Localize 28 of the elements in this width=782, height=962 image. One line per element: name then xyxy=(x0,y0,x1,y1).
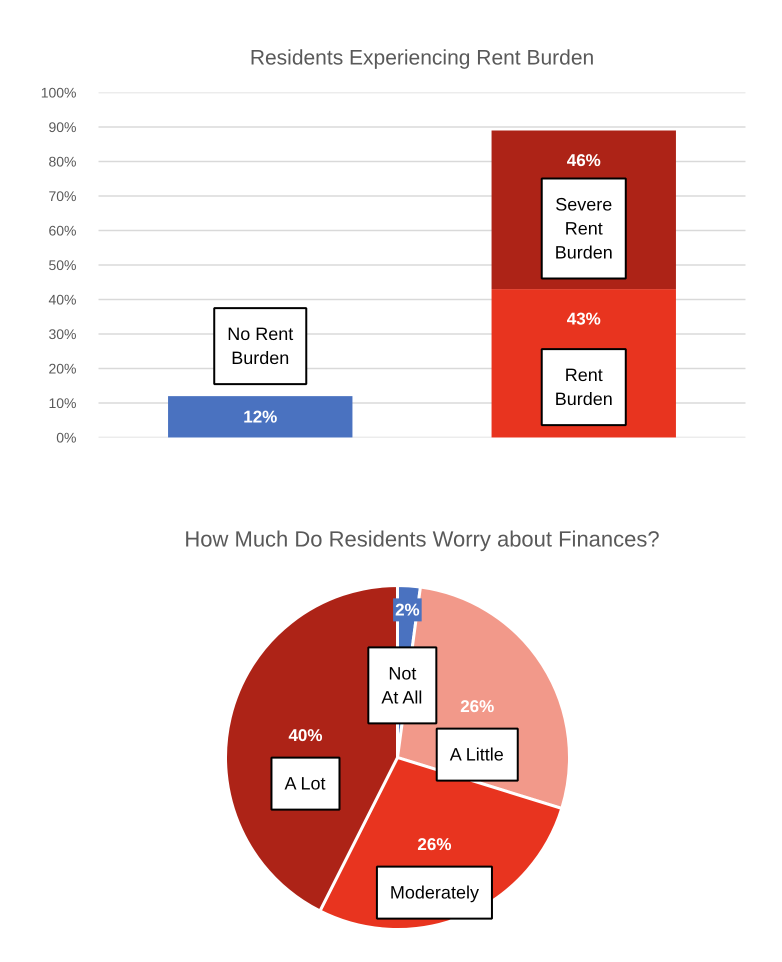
data-label: 2% xyxy=(395,600,420,620)
data-label: 26% xyxy=(417,835,452,854)
text: Rent Burden xyxy=(554,365,613,410)
slice-label: Moderately xyxy=(390,882,479,903)
series-label: Rent Burden xyxy=(554,218,613,262)
y-tick-label: 90% xyxy=(48,119,77,135)
y-tick-label: 50% xyxy=(48,257,77,273)
data-label: 40% xyxy=(288,726,322,746)
y-tick-label: 30% xyxy=(48,326,77,342)
slice-label: A Lot xyxy=(284,774,326,794)
y-tick-label: 20% xyxy=(48,360,77,376)
y-tick-label: 40% xyxy=(48,292,77,308)
data-label: 43% xyxy=(566,310,601,329)
text: Severe xyxy=(555,194,612,214)
data-label: 46% xyxy=(566,150,601,170)
y-tick-label: 100% xyxy=(40,84,77,100)
chart-title: Residents Experiencing Rent Burden xyxy=(250,46,594,70)
y-tick-label: 60% xyxy=(48,222,77,238)
slice-label: A Little xyxy=(450,744,504,765)
y-tick-label: 80% xyxy=(48,154,77,170)
series-label: No Rent Burden xyxy=(227,324,294,368)
y-tick-label: 70% xyxy=(48,188,77,204)
data-label: 12% xyxy=(243,407,278,426)
slice-label: Not At All xyxy=(381,663,422,708)
data-label: 26% xyxy=(460,697,494,716)
y-tick-label: 0% xyxy=(56,430,76,446)
chart-title: How Much Do Residents Worry about Finances? xyxy=(184,526,660,552)
y-tick-label: 10% xyxy=(48,395,77,411)
